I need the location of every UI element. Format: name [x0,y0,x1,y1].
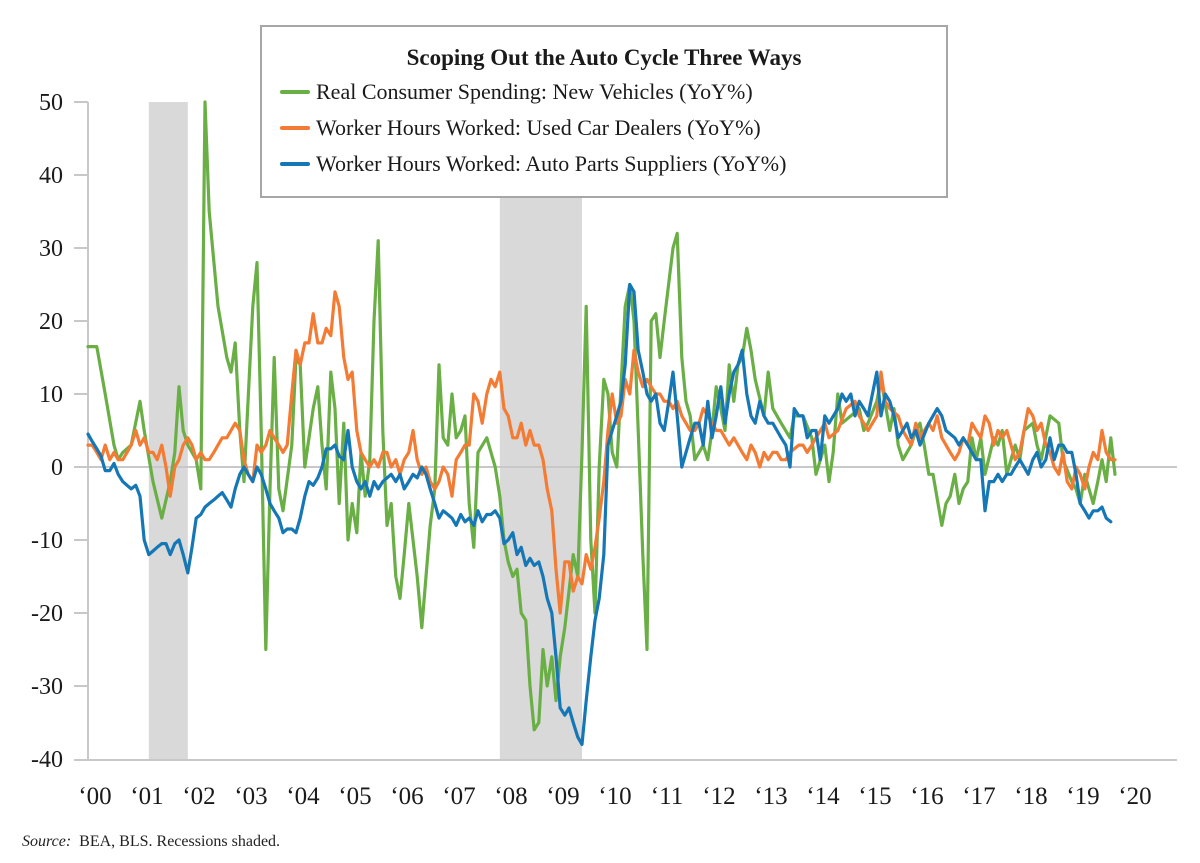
y-tick-label: -20 [31,601,63,627]
recession-band [499,102,582,759]
y-tick-label: 20 [39,309,63,335]
x-tick-label: ‘20 [1118,783,1151,810]
y-tick-label: 0 [51,455,63,481]
x-tick-label: ‘19 [1066,783,1099,810]
x-tick-label: ‘01 [130,783,163,810]
recession-band [148,102,188,759]
series-lines [86,100,1117,746]
legend-item-used-car-dealers: Worker Hours Worked: Used Car Dealers (Y… [280,113,761,143]
y-tick-label: 40 [39,163,63,189]
x-axis-ticks: ‘00 ‘01 ‘02 ‘03 ‘04 ‘05 ‘06 ‘07 ‘08 ‘09 ‘10 ‘11 ‘12 ‘… [78,783,1151,810]
x-tick-label: ‘10 [598,783,631,810]
legend-label: Real Consumer Spending: New Vehicles (Yo… [316,79,753,104]
source-note: Source: BEA, BLS. Recessions shaded. [22,833,280,851]
x-tick-label: ‘12 [702,783,735,810]
legend-label: Worker Hours Worked: Used Car Dealers (Y… [316,115,761,140]
chart-title: Scoping Out the Auto Cycle Three Ways [406,45,802,70]
x-tick-label: ‘09 [546,783,579,810]
x-tick-label: ‘11 [651,783,683,810]
x-tick-label: ‘18 [1014,783,1047,810]
legend-label: Worker Hours Worked: Auto Parts Supplier… [316,151,787,176]
x-tick-label: ‘15 [858,783,891,810]
y-tick-label: -10 [31,528,63,554]
x-tick-label: ‘13 [754,783,787,810]
series-line-auto-parts-suppliers [86,282,1113,746]
recession-bands [148,102,582,759]
y-tick-label: 30 [39,236,63,262]
x-tick-label: ‘14 [806,783,840,810]
y-tick-label: 50 [39,90,63,116]
source-label: Source: [22,833,72,850]
x-tick-label: ‘05 [338,783,371,810]
x-tick-label: ‘07 [442,783,475,810]
legend-swatch-blue [280,162,310,166]
x-tick-label: ‘08 [494,783,527,810]
x-tick-label: ‘00 [78,783,111,810]
source-text: BEA, BLS. Recessions shaded. [79,833,281,850]
legend-swatch-orange [280,126,310,130]
y-tick-label: 10 [39,382,63,408]
y-tick-label: -40 [31,747,63,773]
y-axis-ticks: 50 40 30 20 10 0 -10 -20 -30 -40 [31,90,88,773]
legend-swatch-green [280,90,310,94]
x-tick-label: ‘17 [962,783,995,810]
x-tick-label: ‘03 [234,783,267,810]
x-tick-label: ‘04 [286,783,320,810]
legend-item-new-vehicles: Real Consumer Spending: New Vehicles (Yo… [280,77,753,107]
y-tick-label: -30 [31,674,63,700]
legend: Scoping Out the Auto Cycle Three Ways Re… [260,25,948,198]
x-tick-label: ‘02 [182,783,215,810]
series-line-used-car-dealers [86,290,1117,615]
legend-item-auto-parts: Worker Hours Worked: Auto Parts Supplier… [280,149,786,179]
x-tick-label: ‘16 [910,783,943,810]
x-tick-label: ‘06 [390,783,423,810]
